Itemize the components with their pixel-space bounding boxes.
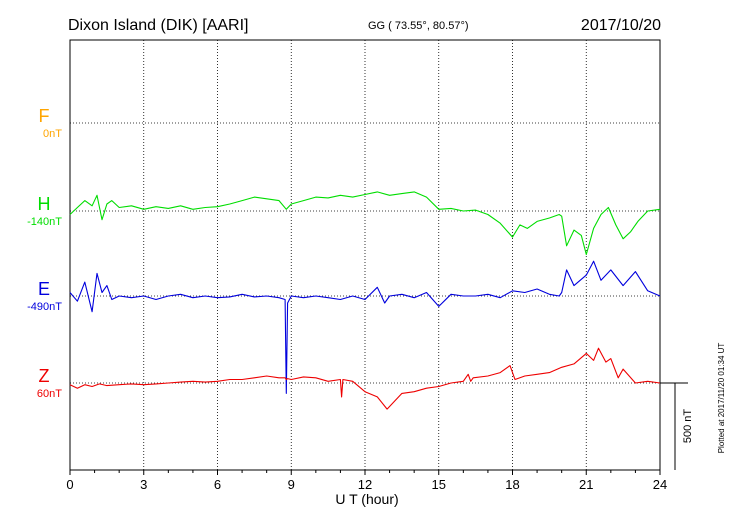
x-tick-label: 3 [140, 477, 147, 492]
series-baseline-z: 60nT [37, 388, 62, 400]
series-line-h [69, 191, 661, 256]
series-name-e: E [38, 279, 50, 299]
series-baseline-f: 0nT [43, 128, 62, 140]
station-coordinates: GG ( 73.55°, 80.57°) [368, 20, 469, 32]
x-tick-label: 24 [653, 477, 667, 492]
series-name-z: Z [39, 366, 50, 386]
scale-bar-label: 500 nT [682, 409, 694, 444]
series-baseline-e: -490nT [27, 301, 62, 313]
x-tick-label: 9 [288, 477, 295, 492]
x-tick-label: 15 [432, 477, 446, 492]
series-line-e [69, 260, 661, 394]
x-tick-label: 12 [358, 477, 372, 492]
series-lines [69, 191, 661, 410]
x-tick-label: 0 [66, 477, 73, 492]
plot-frame [69, 39, 661, 471]
x-axis: 0 3 6 9 12 15 18 21 24 [66, 470, 667, 492]
gridlines [70, 40, 660, 470]
series-line-z [69, 347, 661, 410]
series-name-f: F [39, 106, 50, 126]
x-tick-label: 21 [579, 477, 593, 492]
record-date: 2017/10/20 [581, 17, 661, 34]
series-labels: F 0nT H -140nT E -490nT Z 60nT [27, 106, 62, 400]
plotted-note: Plotted at 2017/11/20 01:34 UT [717, 343, 726, 454]
station-title: Dixon Island (DIK) [AARI] [68, 17, 249, 34]
x-tick-label: 6 [214, 477, 221, 492]
series-name-h: H [38, 194, 51, 214]
series-baseline-h: -140nT [27, 216, 62, 228]
x-axis-label: U T (hour) [335, 491, 398, 507]
x-tick-label: 18 [505, 477, 519, 492]
